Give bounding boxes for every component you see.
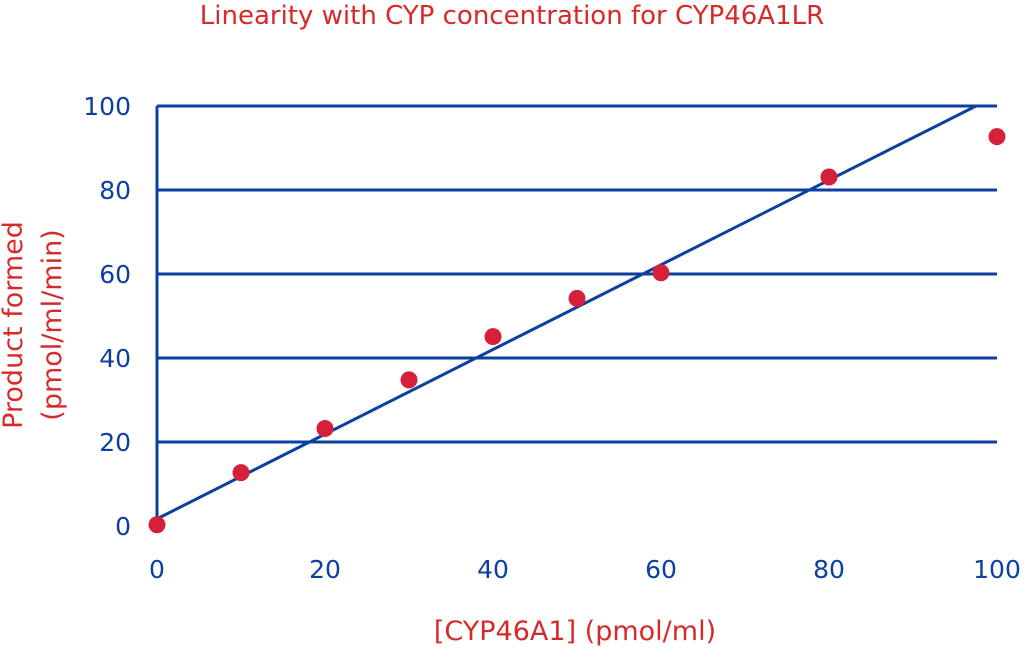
y-tick-labels: 0 20 40 60 80 100 — [83, 92, 131, 541]
data-point — [652, 264, 670, 282]
x-tick-label: 20 — [309, 555, 341, 584]
data-points — [148, 128, 1006, 534]
y-tick-label: 60 — [99, 260, 131, 289]
x-tick-label: 100 — [973, 555, 1021, 584]
y-tick-label: 100 — [83, 92, 131, 121]
y-axis-label-line-2: (pmol/ml/min) — [37, 229, 68, 420]
data-point — [484, 328, 502, 346]
data-point — [820, 168, 838, 186]
x-tick-label: 40 — [477, 555, 509, 584]
x-tick-label: 60 — [645, 555, 677, 584]
x-tick-label: 80 — [813, 555, 845, 584]
trend-line — [156, 104, 977, 521]
data-point — [148, 516, 166, 534]
x-tick-label: 0 — [149, 555, 165, 584]
data-point — [400, 371, 418, 389]
y-tick-label: 0 — [115, 512, 131, 541]
y-axis-label-line-1: Product formed — [0, 221, 29, 429]
y-axis-label: Product formed (pmol/ml/min) — [0, 221, 68, 429]
grid-lines — [157, 104, 997, 444]
data-point — [988, 128, 1006, 146]
y-tick-label: 80 — [99, 176, 131, 205]
data-point — [232, 464, 250, 482]
x-tick-labels: 0 20 40 60 80 100 — [149, 555, 1021, 584]
y-tick-label: 20 — [99, 428, 131, 457]
data-point — [316, 420, 334, 438]
data-point — [568, 289, 586, 307]
y-tick-label: 40 — [99, 344, 131, 373]
chart-title: Linearity with CYP concentration for CYP… — [200, 1, 824, 31]
x-axis-label: [CYP46A1] (pmol/ml) — [434, 616, 716, 647]
